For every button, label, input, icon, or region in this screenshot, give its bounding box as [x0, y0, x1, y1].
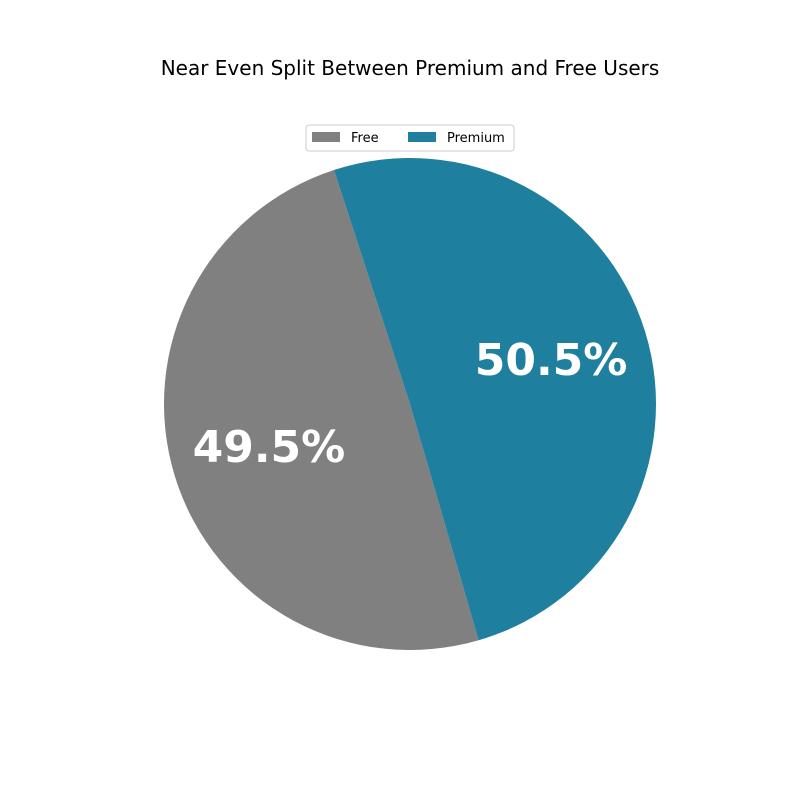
legend-swatch-premium — [408, 132, 436, 142]
percent-labels: 49.5% 50.5% — [193, 335, 628, 473]
pie-slice-free — [163, 170, 479, 650]
percent-label-free: 49.5% — [193, 422, 346, 473]
legend-label-free: Free — [351, 131, 379, 146]
pie-slice-premium — [333, 158, 656, 641]
pie-slices — [163, 158, 656, 650]
chart-title: Near Even Split Between Premium and Free… — [161, 56, 660, 80]
legend-label-premium: Premium — [447, 131, 505, 146]
legend: Free Premium — [305, 124, 515, 152]
legend-swatch-free — [312, 132, 340, 142]
percent-label-premium: 50.5% — [475, 335, 628, 386]
